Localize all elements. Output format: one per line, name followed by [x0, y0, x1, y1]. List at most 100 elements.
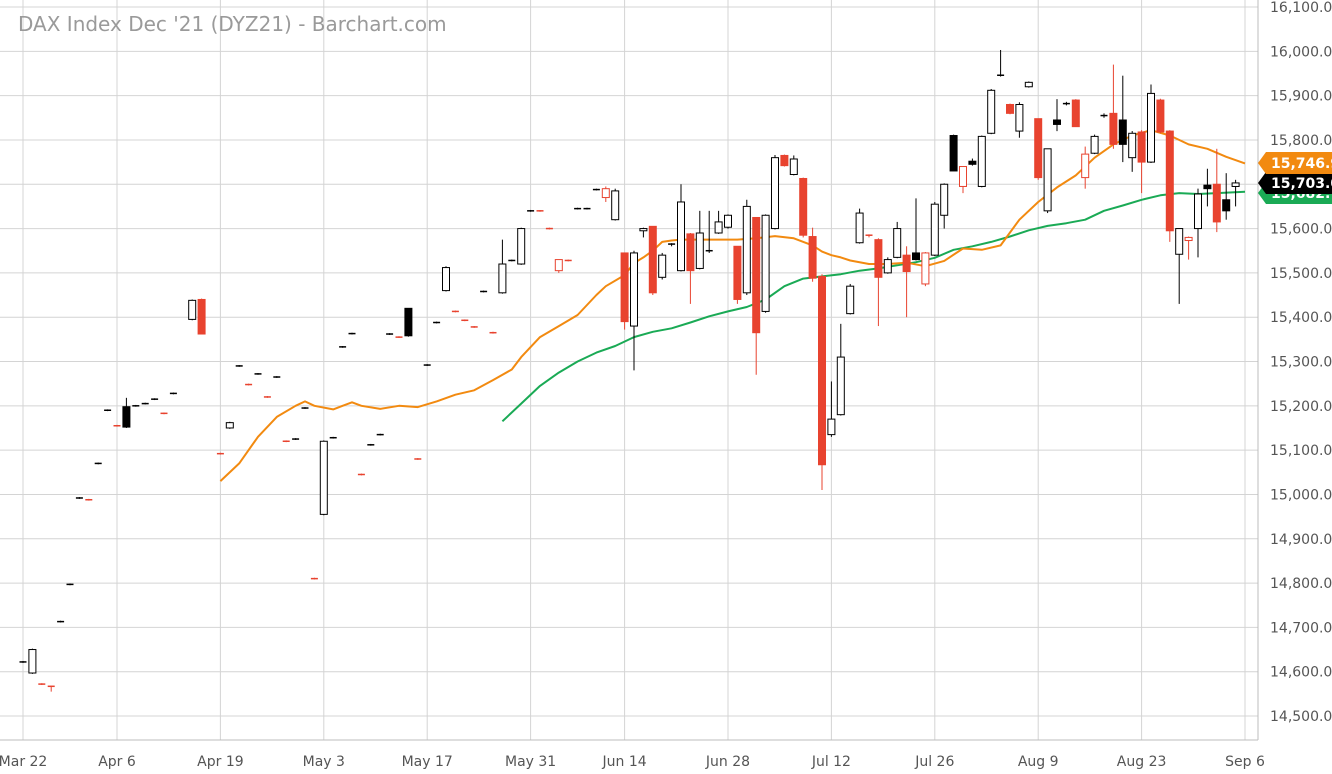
candle: [959, 166, 967, 194]
candle: [536, 209, 544, 212]
candle: [930, 201, 939, 257]
candle: [57, 620, 65, 623]
candle: [47, 685, 55, 692]
candle: [301, 407, 309, 409]
candle: [1109, 64, 1118, 149]
candle: [752, 216, 761, 375]
candle: [151, 398, 159, 401]
candle: [367, 443, 375, 446]
y-tick-label: 15,500.0: [1270, 266, 1332, 282]
candle-body: [1184, 236, 1193, 242]
candle-body: [1128, 132, 1137, 159]
candle: [827, 381, 836, 437]
candle-body: [714, 221, 723, 234]
y-tick-label: 15,100.0: [1270, 443, 1332, 459]
candle: [273, 376, 281, 378]
candle-body: [846, 285, 855, 315]
candle: [19, 661, 27, 663]
price-tag-bg: [1258, 152, 1332, 174]
x-tick-label: Jul 26: [914, 754, 954, 770]
candle: [132, 404, 140, 407]
candle: [1100, 113, 1108, 118]
candle: [855, 208, 864, 244]
ma-slow-line: [501, 190, 1246, 423]
candle: [508, 259, 516, 262]
x-tick-label: Aug 9: [1018, 754, 1059, 770]
candle-body: [1194, 193, 1202, 230]
candle-body: [921, 252, 930, 285]
candle: [771, 155, 779, 230]
candle-body: [1231, 182, 1240, 187]
candle: [545, 227, 553, 230]
candle: [630, 250, 638, 371]
candle-body: [442, 267, 450, 292]
candle: [1156, 98, 1165, 134]
candle-body: [1071, 99, 1080, 128]
candle-body: [883, 259, 892, 274]
candle: [902, 246, 911, 318]
candle-body: [1043, 148, 1052, 212]
y-axis: 16,100.016,000.015,900.015,800.015,700.0…: [1257, 0, 1332, 740]
candle-body: [771, 157, 779, 230]
price-tag-label: 15,703.0: [1271, 176, 1332, 192]
candle: [527, 209, 535, 212]
y-tick-label: 14,700.0: [1270, 620, 1332, 636]
candle-body: [855, 212, 864, 244]
candle: [263, 396, 271, 398]
candle: [85, 498, 93, 501]
x-tick-label: Sep 6: [1225, 754, 1265, 770]
candle: [987, 88, 996, 135]
candle: [414, 458, 422, 460]
candle: [611, 188, 620, 221]
candle-body: [799, 177, 808, 236]
candle: [668, 243, 676, 247]
candle-body: [761, 214, 770, 312]
candle: [470, 326, 478, 328]
candle-body: [601, 188, 610, 199]
candle-body: [319, 440, 328, 515]
candle: [949, 134, 958, 172]
price-tag: 15,703.0: [1258, 172, 1332, 194]
candle-body: [742, 205, 751, 294]
y-tick-label: 15,900.0: [1270, 89, 1332, 105]
candle: [883, 257, 892, 274]
candle: [742, 199, 751, 296]
candle: [1034, 118, 1043, 180]
candle: [912, 198, 920, 261]
y-tick-label: 16,100.0: [1270, 0, 1332, 16]
candle: [639, 227, 648, 238]
candle: [282, 440, 290, 443]
candles: [19, 49, 1240, 692]
ma-fast-line: [219, 129, 1246, 482]
candle-body: [611, 190, 620, 221]
candle: [160, 412, 168, 415]
candle: [1024, 81, 1033, 88]
y-tick-label: 14,500.0: [1270, 709, 1332, 725]
candle: [789, 155, 798, 176]
candle-body: [930, 203, 939, 256]
candle: [1128, 131, 1137, 172]
candle: [38, 683, 46, 685]
candle: [865, 234, 873, 238]
candle-body: [225, 422, 234, 429]
candle: [113, 424, 121, 427]
x-tick-label: May 3: [303, 754, 345, 770]
candle-body: [724, 214, 732, 228]
x-tick-label: Mar 22: [0, 754, 47, 770]
grid: [0, 0, 1258, 740]
candle: [677, 184, 685, 272]
x-tick-label: Jun 14: [602, 754, 647, 770]
candle: [601, 186, 610, 202]
candle: [714, 210, 723, 234]
candle-body: [874, 239, 883, 278]
candle: [348, 332, 356, 335]
candle: [197, 298, 206, 335]
candle-body: [940, 183, 949, 216]
candle: [169, 392, 177, 395]
candle: [75, 497, 83, 499]
candle: [489, 331, 497, 334]
x-tick-label: Aug 23: [1117, 754, 1167, 770]
candle: [1194, 188, 1202, 258]
candle: [695, 210, 704, 270]
candle-body: [959, 166, 967, 187]
